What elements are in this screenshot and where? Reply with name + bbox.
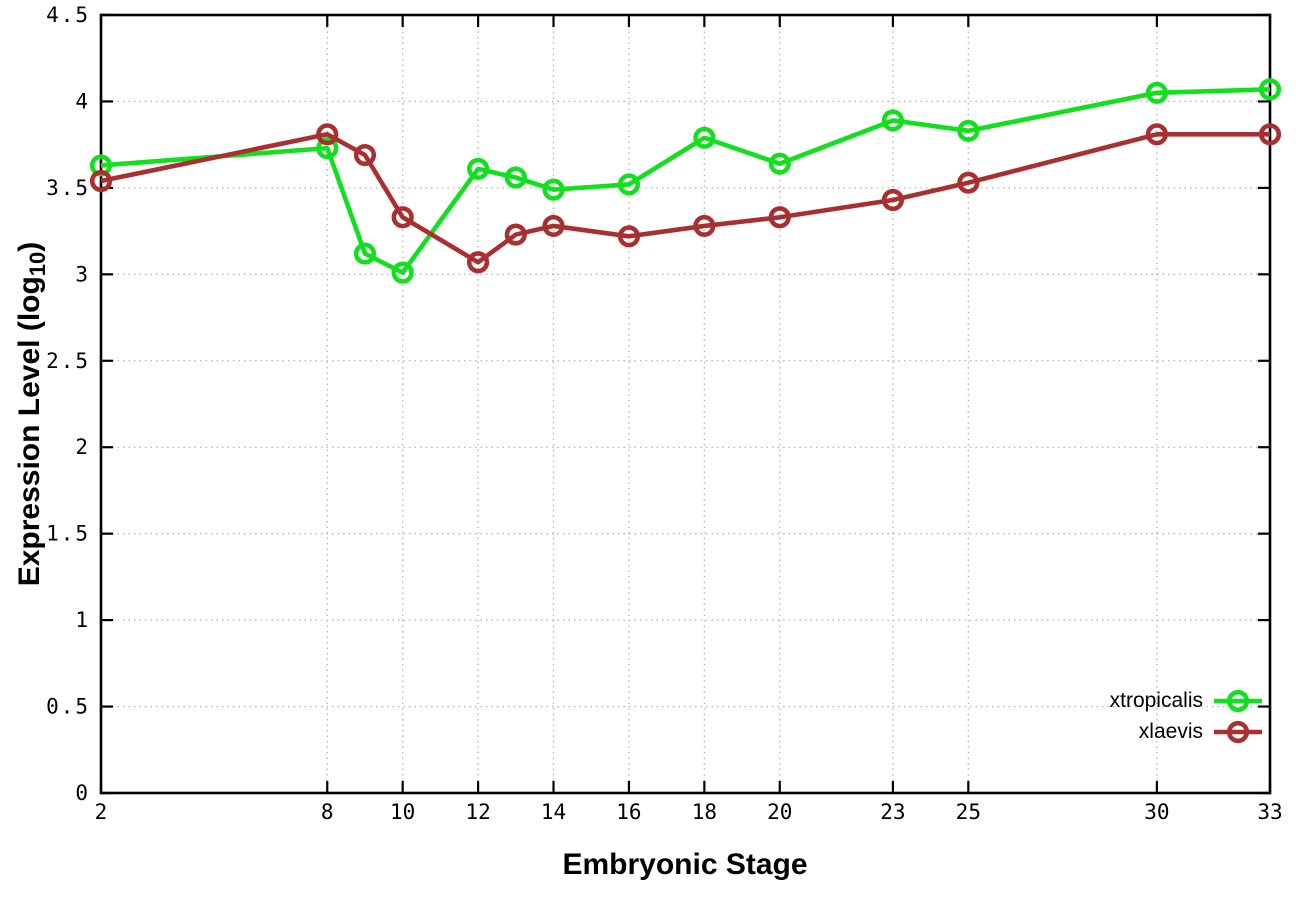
data-point-marker-xlaevis [1258,123,1282,146]
x-tick-label: 20 [767,800,792,824]
y-tick-label: 2.5 [46,349,90,373]
data-point-marker-xlaevis [316,123,339,146]
data-point-marker-xtropicalis [504,166,527,189]
x-tick-label: 23 [880,800,905,824]
series-line-xtropicalis [100,87,1271,275]
y-axis-title-close: ) [13,241,46,252]
x-tick-label: 14 [541,800,566,824]
data-point-marker-xtropicalis [693,126,716,149]
y-tick-label: 4 [75,89,90,113]
y-axis-title-text: Expression Level (log [13,276,46,587]
data-point-marker-xtropicalis [957,119,980,142]
legend-label-xlaevis: xlaevis [1138,719,1203,743]
legend: xtropicalis xlaevis [1110,685,1263,747]
x-tick-label: 18 [692,800,717,824]
x-tick-label: 12 [465,800,490,824]
legend-item-xtropicalis: xtropicalis [1110,685,1263,716]
x-tick-label: 10 [390,800,415,824]
y-tick-label: 0.5 [46,695,90,719]
legend-swatch-xlaevis [1213,717,1263,747]
data-point-marker-xlaevis [542,214,565,238]
data-point-marker-xlaevis [617,225,641,248]
data-point-marker-xlaevis [1145,123,1168,146]
x-tick-label: 8 [321,800,334,824]
y-tick-label: 2 [75,435,90,459]
y-tick-label: 3.5 [46,176,90,200]
data-point-marker-xlaevis [768,206,791,229]
legend-marker-icon [1214,720,1262,743]
x-tick-label: 16 [616,800,641,824]
legend-swatch-xtropicalis [1213,686,1263,716]
x-tick-label: 2 [95,800,108,824]
y-tick-label: 1 [75,608,90,632]
series-line-xlaevis [100,131,1270,265]
data-point-marker-xtropicalis [881,109,905,132]
data-point-marker-xtropicalis [316,137,339,160]
data-point-marker-xtropicalis [542,178,565,201]
data-point-marker-xtropicalis [1258,78,1282,101]
data-point-marker-xlaevis [353,143,377,167]
y-tick-label: 4.5 [46,3,90,27]
legend-item-xlaevis: xlaevis [1110,716,1263,747]
data-point-marker-xtropicalis [466,157,490,180]
y-axis-title: Expression Level (log10) [13,241,50,587]
y-tick-label: 1.5 [46,522,90,546]
plot-border [99,13,1272,795]
y-axis-title-subscript: 10 [25,251,50,277]
data-point-marker-xtropicalis [391,261,414,284]
x-axis-title: Embryonic Stage [562,848,808,881]
data-point-marker-xlaevis [391,206,414,229]
legend-label-xtropicalis: xtropicalis [1109,688,1203,712]
y-tick-label: 3 [75,262,90,286]
y-tick-label: 0 [75,781,90,805]
data-point-marker-xlaevis [693,214,716,238]
data-point-marker-xlaevis [881,188,905,212]
x-tick-label: 25 [956,800,981,824]
x-tick-label: 30 [1144,800,1169,824]
data-point-marker-xlaevis [466,251,490,274]
data-point-marker-xtropicalis [768,152,791,175]
data-point-marker-xtropicalis [1145,81,1168,104]
data-point-marker-xtropicalis [617,173,641,196]
data-point-marker-xtropicalis [353,242,377,265]
legend-marker-icon [1214,689,1262,712]
x-tick-label: 33 [1257,800,1282,824]
data-point-marker-xlaevis [504,223,527,246]
data-point-marker-xlaevis [89,169,113,193]
data-point-marker-xlaevis [957,171,980,194]
